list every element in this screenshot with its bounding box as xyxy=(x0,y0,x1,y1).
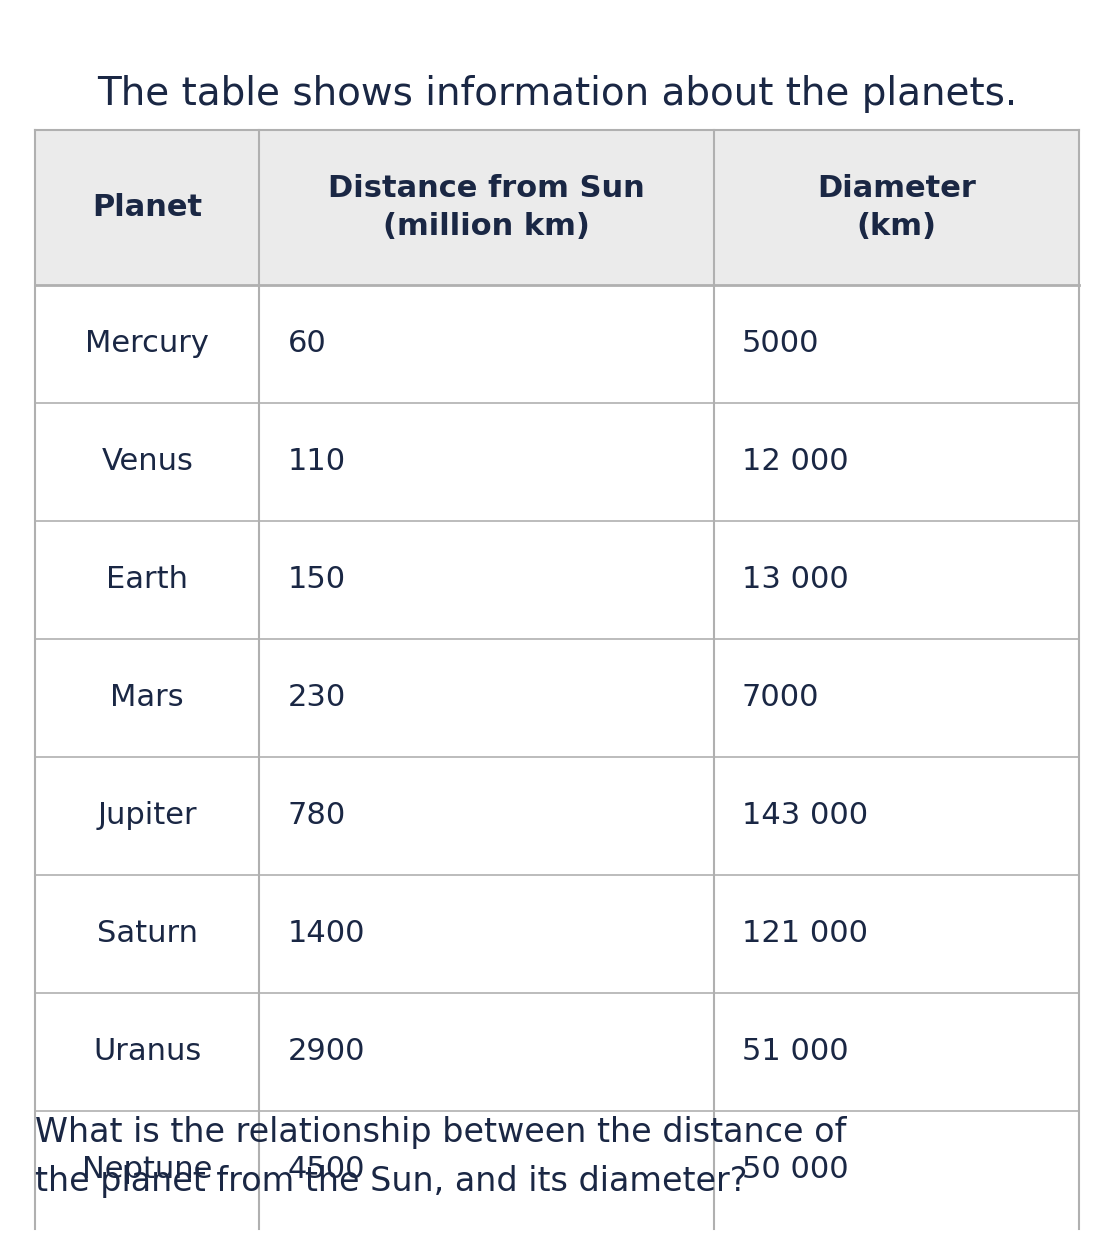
Text: 51 000: 51 000 xyxy=(742,1038,848,1067)
Text: 143 000: 143 000 xyxy=(742,801,868,831)
Text: 230: 230 xyxy=(287,684,345,713)
FancyBboxPatch shape xyxy=(35,993,1079,1111)
Text: The table shows information about the planets.: The table shows information about the pl… xyxy=(97,75,1017,113)
Text: 2900: 2900 xyxy=(287,1038,365,1067)
Text: Mars: Mars xyxy=(110,684,184,713)
FancyBboxPatch shape xyxy=(35,1111,1079,1229)
FancyBboxPatch shape xyxy=(35,875,1079,993)
Text: 13 000: 13 000 xyxy=(742,566,849,594)
Text: Uranus: Uranus xyxy=(94,1038,202,1067)
Text: Neptune: Neptune xyxy=(82,1155,213,1185)
Text: Jupiter: Jupiter xyxy=(97,801,197,831)
Text: 50 000: 50 000 xyxy=(742,1155,848,1185)
Text: Earth: Earth xyxy=(106,566,188,594)
FancyBboxPatch shape xyxy=(35,130,1079,285)
Text: Distance from Sun
(million km): Distance from Sun (million km) xyxy=(329,174,645,240)
Text: What is the relationship between the distance of
the planet from the Sun, and it: What is the relationship between the dis… xyxy=(35,1116,847,1197)
Text: 12 000: 12 000 xyxy=(742,447,848,476)
Text: 60: 60 xyxy=(287,329,326,359)
Text: Diameter
(km): Diameter (km) xyxy=(817,174,976,240)
FancyBboxPatch shape xyxy=(35,639,1079,758)
Text: 780: 780 xyxy=(287,801,345,831)
Text: Planet: Planet xyxy=(92,193,203,222)
Text: 121 000: 121 000 xyxy=(742,920,868,948)
Text: 7000: 7000 xyxy=(742,684,819,713)
Text: 1400: 1400 xyxy=(287,920,365,948)
FancyBboxPatch shape xyxy=(35,521,1079,639)
Text: Saturn: Saturn xyxy=(97,920,197,948)
FancyBboxPatch shape xyxy=(35,402,1079,521)
Text: 150: 150 xyxy=(287,566,345,594)
FancyBboxPatch shape xyxy=(35,285,1079,402)
Text: Venus: Venus xyxy=(101,447,193,476)
Text: 110: 110 xyxy=(287,447,345,476)
FancyBboxPatch shape xyxy=(35,758,1079,875)
Text: 4500: 4500 xyxy=(287,1155,365,1185)
Text: 5000: 5000 xyxy=(742,329,819,359)
Text: Mercury: Mercury xyxy=(86,329,209,359)
